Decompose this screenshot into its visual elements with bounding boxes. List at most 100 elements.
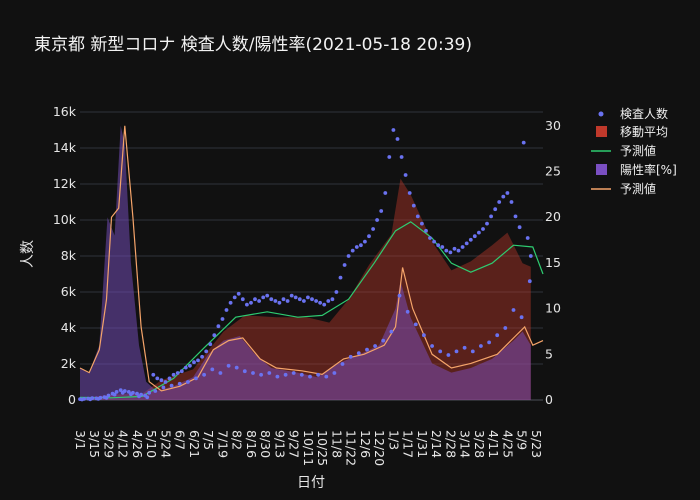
legend-item-tests-prediction[interactable]: 予測値 <box>591 143 656 158</box>
x-tick-label: 5/24 <box>158 430 173 458</box>
tests-point <box>163 380 168 384</box>
x-tick-label: 11/8 <box>329 430 344 458</box>
x-tick-label: 5/23 <box>529 430 544 458</box>
tests-point <box>513 214 518 219</box>
tests-point <box>413 322 418 327</box>
x-tick-label: 1/17 <box>401 430 416 458</box>
tests-point <box>302 299 306 303</box>
positivity-prediction-line <box>79 125 544 392</box>
tests-point <box>183 365 188 370</box>
tests-point <box>159 378 164 383</box>
y-right-tick-label: 10 <box>545 301 561 316</box>
legend-item-positivity-prediction[interactable]: 予測値 <box>591 181 656 196</box>
y-right-tick-label: 30 <box>545 118 561 133</box>
tests-point <box>249 300 253 305</box>
x-tick-label: 1/31 <box>415 430 430 458</box>
x-tick-label: 4/25 <box>500 430 515 458</box>
tests-point <box>281 297 286 302</box>
tests-point <box>511 308 516 312</box>
tests-point <box>267 371 272 375</box>
tests-point <box>503 326 508 330</box>
tests-point <box>308 374 312 379</box>
tests-point <box>350 248 355 253</box>
tests-point <box>200 354 205 359</box>
tests-point <box>196 358 200 363</box>
tests-point <box>226 363 231 368</box>
tests-point <box>420 221 424 226</box>
x-axis: 3/1 3/15 3/29 4/12 4/26 5/10 5/24 6/7 6/21 7/5 7/1… <box>73 430 544 466</box>
tests-point <box>411 203 416 208</box>
tests-point <box>470 349 475 354</box>
tests-point <box>448 250 453 255</box>
x-tick-label: 12/6 <box>358 430 373 458</box>
tests-point <box>212 333 217 338</box>
tests-point <box>293 295 298 300</box>
tests-point <box>285 299 290 303</box>
tests-point <box>489 214 493 219</box>
x-tick-label: 11/22 <box>344 430 359 466</box>
tests-point <box>326 299 331 303</box>
tests-point <box>367 234 371 239</box>
tests-point <box>291 371 296 375</box>
tests-point <box>245 302 249 307</box>
tests-point <box>348 354 353 359</box>
legend-item-moving-average[interactable]: 移動平均 <box>596 125 668 139</box>
y-left-tick-label: 6k <box>61 284 77 299</box>
tests-point <box>454 349 459 354</box>
tests-point <box>240 297 245 302</box>
tests-point <box>436 243 441 248</box>
area-layer <box>80 125 531 401</box>
tests-point <box>269 297 274 302</box>
tests-point <box>452 246 457 251</box>
x-tick-label: 3/14 <box>458 430 473 458</box>
tests-point <box>495 333 500 338</box>
tests-point <box>236 291 241 296</box>
tests-point <box>375 218 379 222</box>
tests-point <box>218 371 223 375</box>
x-tick-label: 10/25 <box>315 430 330 466</box>
tests-point <box>340 362 345 366</box>
tests-point <box>314 299 318 303</box>
tests-point <box>208 342 213 347</box>
tests-point <box>346 254 351 258</box>
legend-label-positivity: 陽性率[%] <box>620 162 677 177</box>
tests-point <box>289 293 294 298</box>
tests-point <box>204 349 209 354</box>
chart-title: 東京都 新型コロナ 検査人数/陽性率(2021-05-18 20:39) <box>34 35 472 55</box>
y-left-tick-label: 16k <box>53 104 77 119</box>
tests-point <box>171 372 176 377</box>
x-tick-label: 8/16 <box>244 430 259 458</box>
tests-point <box>80 397 84 402</box>
tests-point <box>234 365 239 370</box>
legend-swatch-positivity <box>596 164 607 175</box>
tests-point <box>232 295 237 300</box>
legend-item-tests[interactable]: 検査人数 <box>598 106 669 121</box>
tests-point <box>259 372 263 377</box>
tests-point <box>177 381 182 386</box>
y-left-tick-label: 8k <box>61 248 77 263</box>
tests-point <box>261 295 266 300</box>
legend-label-tests: 検査人数 <box>620 106 668 121</box>
tests-point <box>501 194 506 199</box>
y-right-axis: 0 5 10 15 20 25 30 <box>545 118 561 407</box>
tests-point <box>318 300 322 305</box>
y-right-tick-label: 15 <box>545 255 561 270</box>
tests-point <box>322 302 327 307</box>
tests-point <box>330 297 335 302</box>
x-tick-label: 8/2 <box>230 430 245 450</box>
x-tick-label: 12/20 <box>372 430 387 466</box>
legend: 検査人数 移動平均 予測値 陽性率[%] 予測値 <box>591 106 677 196</box>
legend-item-positivity[interactable]: 陽性率[%] <box>596 162 677 177</box>
tests-point <box>242 369 247 374</box>
tests-point <box>497 200 502 204</box>
legend-label-positivity-prediction: 予測値 <box>620 181 656 196</box>
tests-point <box>188 363 192 368</box>
tests-point <box>186 380 190 384</box>
tests-point <box>118 388 123 392</box>
tests-point <box>120 390 125 395</box>
tests-point <box>519 315 524 320</box>
positivity-area <box>80 125 531 401</box>
tests-point <box>96 397 101 401</box>
tests-point <box>517 225 522 230</box>
tests-point <box>354 245 359 249</box>
